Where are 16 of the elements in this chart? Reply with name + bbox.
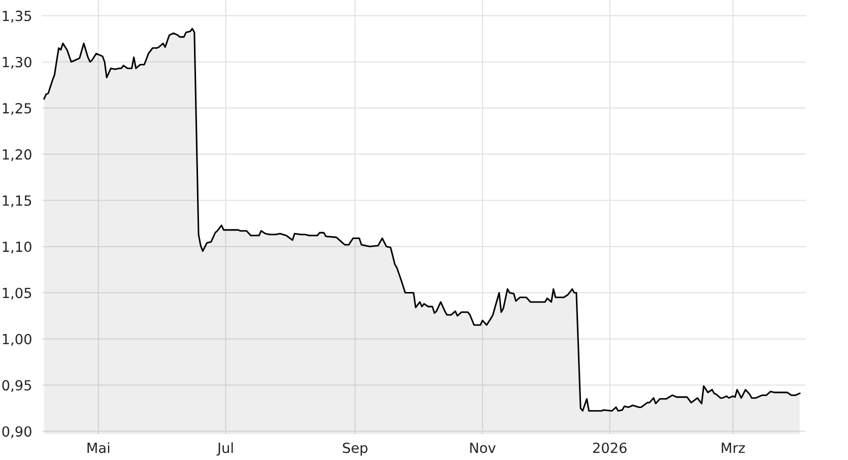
y-tick-label: 1,00 (2, 334, 32, 346)
x-tick-label: Mrz (722, 442, 745, 453)
y-tick-label: 1,10 (2, 242, 32, 254)
y-tick-label: 1,30 (2, 56, 32, 69)
y-tick-label: 0,90 (2, 426, 32, 438)
x-tick-label: Jul (216, 442, 233, 456)
x-tick-label: Nov (470, 442, 496, 454)
x-tick-label: Mai (88, 442, 110, 454)
y-tick-label: 1,05 (2, 288, 32, 300)
y-tick-label: 1,35 (2, 10, 32, 23)
y-tick-label: 1,20 (2, 149, 32, 162)
y-tick-label: 1,25 (2, 103, 32, 115)
y-tick-label: 1,15 (2, 196, 32, 208)
x-tick-label: Sep (342, 442, 368, 456)
x-tick-label: 2026 (593, 442, 627, 454)
y-tick-label: 0,95 (2, 380, 32, 392)
